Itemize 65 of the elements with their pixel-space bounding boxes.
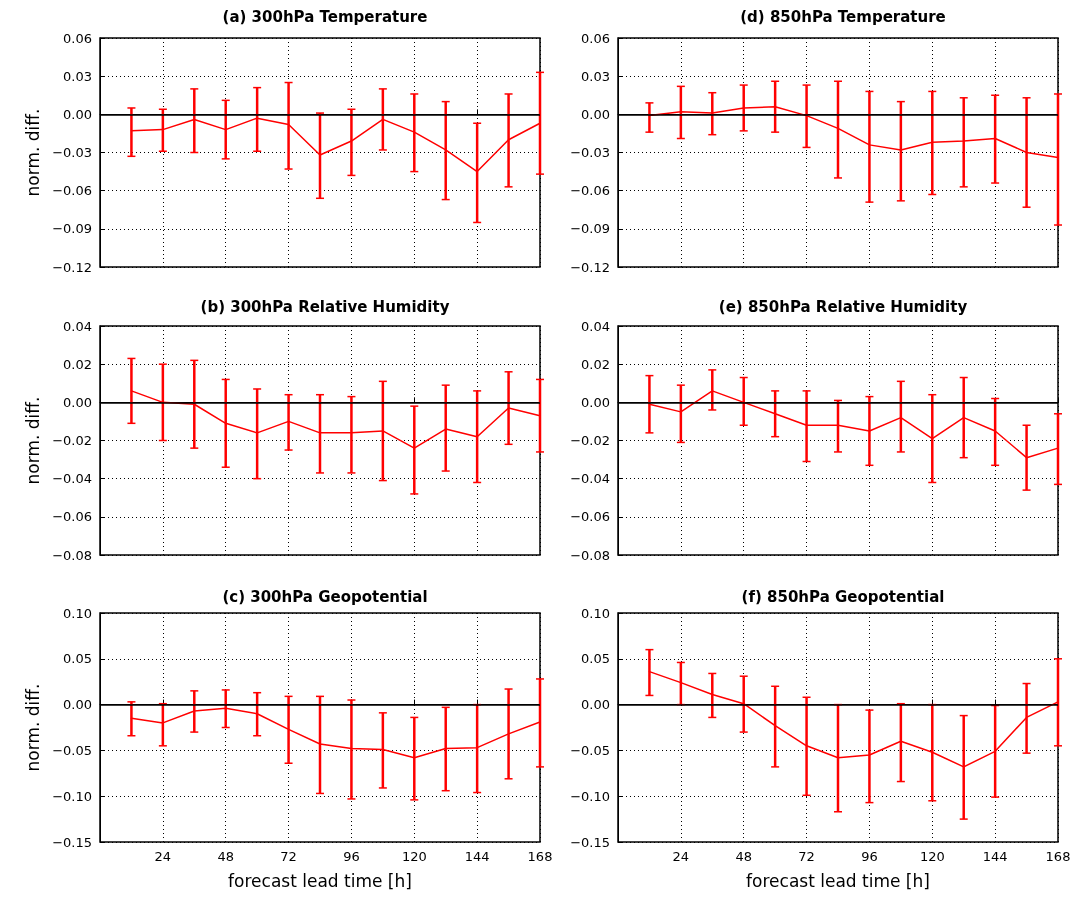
y-tick-label: −0.06 [52, 183, 92, 199]
x-tick-label: 72 [798, 849, 815, 864]
y-tick-label: 0.06 [581, 30, 610, 46]
y-tick-label: −0.02 [570, 433, 610, 448]
y-tick-label: 0.10 [581, 605, 610, 621]
y-axis-title: norm. diff. [22, 108, 43, 197]
y-axis-title: norm. diff. [22, 683, 43, 772]
y-tick-label: 0.05 [63, 651, 92, 667]
y-tick-label: 0.00 [581, 697, 610, 713]
y-tick-label: −0.04 [52, 471, 92, 487]
y-tick-label: −0.08 [570, 547, 610, 563]
y-tick-label: −0.05 [570, 742, 610, 758]
y-tick-label: −0.12 [52, 259, 92, 275]
x-axis-title: forecast lead time [h] [228, 870, 412, 891]
y-tick-label: 0.00 [63, 106, 92, 122]
x-tick-label: 72 [280, 849, 297, 864]
x-tick-label: 168 [527, 849, 553, 864]
y-tick-label: 0.10 [63, 605, 92, 621]
y-tick-label: 0.05 [581, 651, 610, 667]
chart-title: (b) 300hPa Relative Humidity [200, 297, 450, 316]
y-tick-label: −0.06 [52, 509, 92, 525]
chart-title: (e) 850hPa Relative Humidity [718, 297, 968, 316]
y-tick-label: 0.04 [581, 318, 610, 334]
y-tick-label: −0.15 [570, 834, 610, 850]
y-tick-label: 0.00 [581, 394, 610, 410]
y-tick-label: 0.00 [63, 394, 92, 410]
x-tick-label: 24 [672, 849, 690, 864]
y-tick-label: −0.12 [570, 259, 610, 275]
x-tick-label: 120 [401, 849, 427, 864]
chart-title: (d) 850hPa Temperature [740, 7, 946, 26]
y-tick-label: −0.06 [570, 509, 610, 525]
y-tick-label: 0.03 [581, 68, 610, 84]
y-tick-label: −0.15 [52, 834, 92, 850]
y-tick-label: −0.05 [52, 742, 92, 758]
x-tick-label: 144 [982, 849, 1008, 864]
x-tick-label: 48 [735, 849, 752, 864]
x-axis-title: forecast lead time [h] [746, 870, 930, 891]
y-tick-label: 0.03 [63, 68, 92, 84]
y-tick-label: 0.02 [581, 356, 610, 372]
y-tick-label: −0.10 [52, 788, 92, 804]
y-tick-label: −0.09 [52, 221, 92, 237]
y-tick-label: −0.02 [52, 433, 92, 448]
y-tick-label: −0.06 [570, 183, 610, 199]
x-tick-label: 168 [1045, 849, 1071, 864]
x-tick-label: 24 [154, 849, 172, 864]
y-tick-label: 0.00 [63, 697, 92, 713]
y-tick-label: 0.00 [581, 106, 610, 122]
chart-title: (c) 300hPa Geopotential [222, 587, 428, 606]
y-tick-label: 0.02 [63, 356, 92, 372]
y-tick-label: −0.03 [570, 145, 610, 160]
y-tick-label: 0.06 [63, 30, 92, 46]
chart-title: (f) 850hPa Geopotential [741, 587, 945, 606]
y-tick-label: −0.08 [52, 547, 92, 563]
x-tick-label: 48 [217, 849, 234, 864]
chart-title: (a) 300hPa Temperature [222, 7, 428, 26]
y-axis-title: norm. diff. [22, 396, 43, 485]
y-tick-label: −0.03 [52, 145, 92, 160]
y-tick-label: −0.10 [570, 788, 610, 804]
x-tick-label: 96 [343, 849, 360, 864]
y-tick-label: −0.04 [570, 471, 610, 487]
x-tick-label: 144 [464, 849, 490, 864]
y-tick-label: −0.09 [570, 221, 610, 237]
x-tick-label: 96 [861, 849, 878, 864]
x-tick-label: 120 [919, 849, 945, 864]
y-tick-label: 0.04 [63, 318, 92, 334]
